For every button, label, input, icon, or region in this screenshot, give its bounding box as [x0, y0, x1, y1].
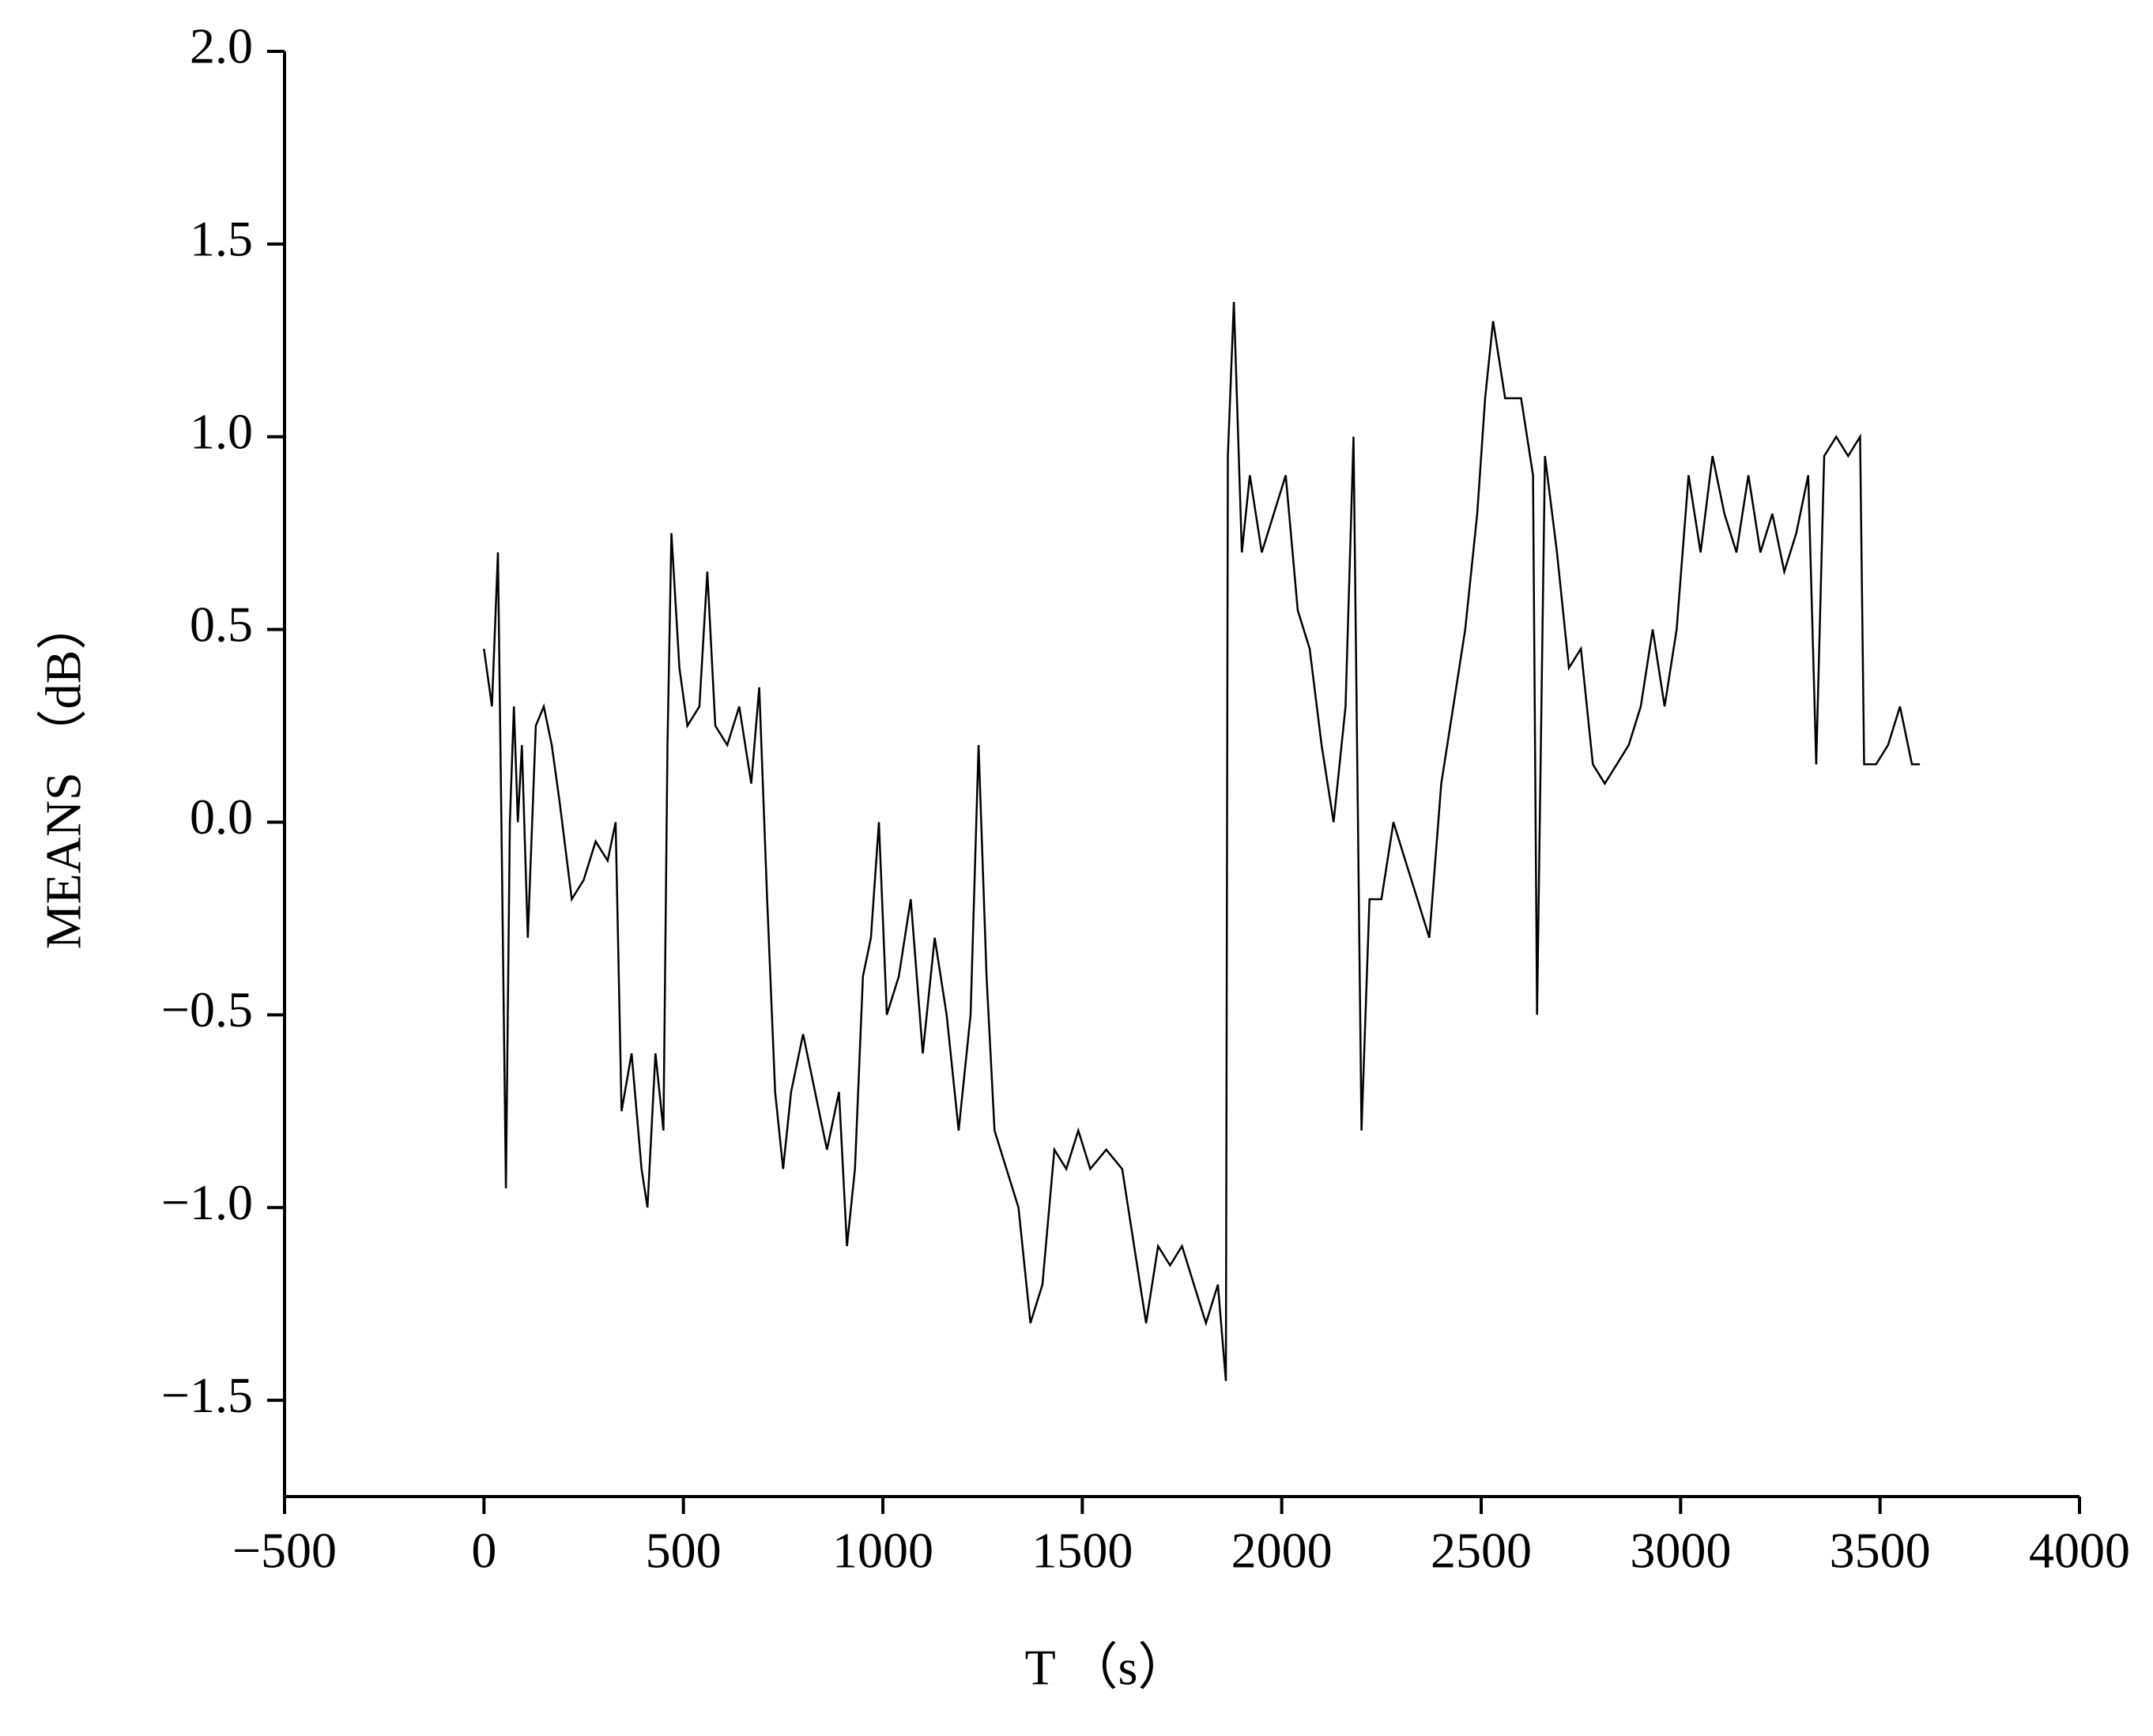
x-tick-label: −500	[232, 1523, 337, 1579]
y-tick-label: 0.5	[190, 596, 253, 652]
x-axis-label: T （s）	[1025, 1640, 1189, 1696]
y-tick-label: 2.0	[190, 18, 253, 74]
y-tick-label: 0.0	[190, 789, 253, 845]
x-tick-label: 4000	[2029, 1523, 2130, 1579]
x-tick-label: 0	[471, 1523, 496, 1579]
y-tick-label: −1.5	[161, 1367, 253, 1423]
x-tick-label: 1500	[1031, 1523, 1133, 1579]
x-tick-label: 3000	[1630, 1523, 1731, 1579]
x-tick-label: 1000	[832, 1523, 933, 1579]
x-tick-label: 2000	[1231, 1523, 1333, 1579]
x-tick-label: 3500	[1830, 1523, 1931, 1579]
y-tick-label: −1.0	[161, 1174, 253, 1230]
y-tick-label: 1.0	[190, 403, 253, 459]
x-tick-label: 2500	[1431, 1523, 1532, 1579]
y-tick-label: 1.5	[190, 211, 253, 267]
y-tick-label: −0.5	[161, 981, 253, 1037]
data-line	[483, 301, 1921, 1381]
x-tick-label: 500	[646, 1523, 722, 1579]
y-axis-label: MEANS （dB）	[36, 600, 92, 950]
